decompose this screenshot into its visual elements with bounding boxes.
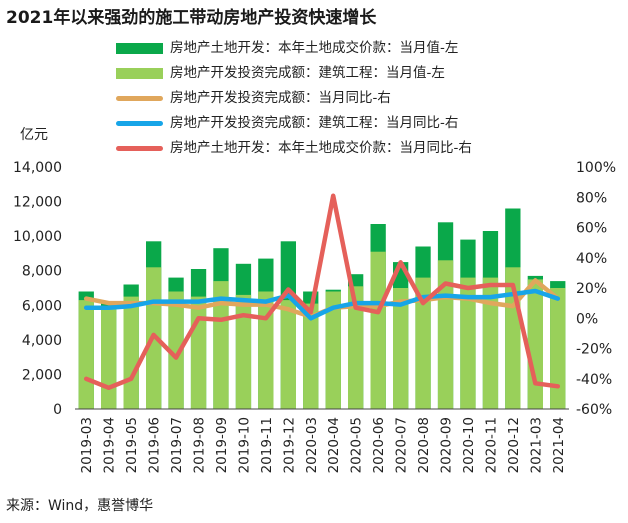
- legend-label: 房地产开发投资完成额：当月同比-右: [170, 90, 391, 106]
- bar-construction-value: [527, 279, 543, 409]
- legend-label: 房地产土地开发：本年土地成交价款：当月值-左: [170, 40, 459, 56]
- y-left-tick-label: 4,000: [22, 333, 62, 349]
- legend-line-land-yoy: [116, 146, 163, 151]
- y-right-tick-label: 0%: [576, 311, 598, 327]
- y-right-tick-label: -20%: [576, 342, 612, 358]
- x-tick-label: 2020-04: [326, 417, 342, 473]
- x-tick-label: 2019-06: [147, 417, 163, 473]
- x-tick-label: 2019-04: [102, 417, 118, 473]
- bar-construction-value: [280, 300, 296, 409]
- x-tick-label: 2020-12: [506, 417, 522, 473]
- x-tick-label: 2019-07: [169, 417, 185, 473]
- bar-construction-value: [213, 281, 229, 409]
- legend-swatch-land-bar: [116, 43, 163, 54]
- bar-construction-value: [190, 296, 207, 409]
- y-right-tick-label: -60%: [576, 402, 612, 418]
- y-right-tick-label: 40%: [576, 251, 607, 267]
- bar-construction-value: [101, 307, 117, 409]
- bar-construction-value: [303, 303, 319, 409]
- x-tick-label: 2019-10: [236, 417, 252, 473]
- bar-construction-value: [235, 294, 252, 409]
- line-construction-yoy: [83, 288, 561, 321]
- y-left-tick-label: 2,000: [22, 367, 62, 383]
- x-tick-label: 2020-11: [483, 417, 499, 473]
- x-tick-label: 2019-09: [214, 417, 230, 473]
- bar-construction-value: [123, 296, 139, 409]
- x-tick-label: 2020-08: [416, 417, 432, 473]
- y-left-tick-label: 0: [53, 402, 62, 418]
- y-left-tick-label: 6,000: [22, 298, 62, 314]
- line-land-yoy: [83, 193, 561, 391]
- y-right-tick-label: 80%: [576, 190, 607, 206]
- y-right-tick-label: 60%: [576, 221, 607, 237]
- x-tick-label: 2020-09: [439, 417, 455, 473]
- legend-label: 房地产开发投资完成额：建筑工程：当月值-左: [170, 65, 445, 81]
- source-note: 来源：Wind，惠誉博华: [6, 498, 154, 514]
- legend-line-construction-yoy: [116, 121, 163, 126]
- legend-label: 房地产开发投资完成额：建筑工程：当月同比-右: [170, 115, 459, 131]
- bar-construction-value: [258, 291, 274, 409]
- legend-swatch-construction-bar: [116, 68, 163, 79]
- y-left-tick-label: 12,000: [13, 195, 62, 211]
- bar-construction-value: [325, 291, 341, 409]
- x-tick-label: 2020-10: [461, 417, 477, 473]
- y-right-tick-label: 20%: [576, 281, 607, 297]
- x-tick-label: 2019-08: [192, 417, 208, 473]
- bar-construction-value: [348, 286, 364, 409]
- x-tick-label: 2020-05: [349, 417, 365, 473]
- bar-construction-value: [393, 288, 409, 409]
- x-tick-label: 2020-06: [371, 417, 387, 473]
- x-tick-label: 2019-11: [259, 417, 275, 473]
- legend-label: 房地产土地开发：本年土地成交价款：当月同比-右: [170, 140, 472, 156]
- bar-construction-value: [370, 251, 386, 409]
- x-tick-label: 2019-12: [281, 417, 297, 473]
- y-left-unit: 亿元: [20, 127, 48, 143]
- legend-line-invest-yoy: [116, 96, 163, 101]
- x-tick-label: 2021-03: [528, 417, 544, 473]
- y-right-tick-label: 100%: [576, 160, 616, 176]
- chart-title: 2021年以来强劲的施工带动房地产投资快速增长: [6, 8, 377, 28]
- bar-construction-value: [460, 277, 476, 409]
- y-left-tick-label: 14,000: [13, 160, 62, 176]
- y-left-tick-label: 10,000: [13, 229, 62, 245]
- bar-construction-value: [168, 291, 184, 409]
- y-right-tick-label: -40%: [576, 372, 612, 388]
- bar-construction-value: [415, 277, 431, 409]
- y-left-tick-label: 8,000: [22, 264, 62, 280]
- x-tick-label: 2021-04: [551, 417, 567, 473]
- x-tick-label: 2020-03: [304, 417, 320, 473]
- bar-construction-value: [550, 288, 566, 409]
- bar-construction-value: [482, 277, 499, 409]
- x-tick-label: 2019-03: [79, 417, 95, 473]
- x-tick-label: 2019-05: [124, 417, 140, 473]
- bar-construction-value: [78, 300, 94, 409]
- x-tick-label: 2020-07: [394, 417, 410, 473]
